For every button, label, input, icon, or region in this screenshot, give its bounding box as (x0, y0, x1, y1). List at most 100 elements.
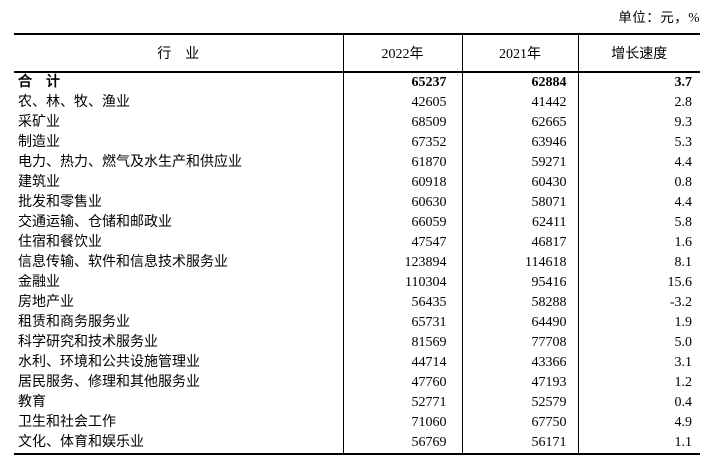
growth-rate-cell: 3.1 (577, 353, 700, 373)
industry-cell: 居民服务、修理和其他服务业 (18, 375, 200, 390)
industry-cell: 电力、热力、燃气及水生产和供应业 (18, 155, 242, 170)
unit-note: 单位：元，% (618, 10, 700, 25)
value-2022-cell: 67352 (342, 133, 462, 153)
table-row: 金融业 110304 95416 15.6 (14, 273, 700, 293)
value-2022-cell: 68509 (342, 113, 462, 133)
table-row: 居民服务、修理和其他服务业 47760 47193 1.2 (14, 373, 700, 393)
value-2022-cell: 56769 (342, 433, 462, 454)
industry-cell: 采矿业 (18, 115, 60, 130)
value-2022-cell: 52771 (342, 393, 462, 413)
table-row: 建筑业 60918 60430 0.8 (14, 173, 700, 193)
industry-cell: 金融业 (18, 275, 60, 290)
table-row: 科学研究和技术服务业 81569 77708 5.0 (14, 333, 700, 353)
header-growth-rate: 增长速度 (577, 34, 700, 73)
industry-cell: 制造业 (18, 135, 60, 150)
value-2022-cell: 81569 (342, 333, 462, 353)
table-header: 行 业 2022年 2021年 增长速度 (14, 34, 700, 73)
industry-cell: 住宿和餐饮业 (18, 235, 102, 250)
table-row: 住宿和餐饮业 47547 46817 1.6 (14, 233, 700, 253)
industry-cell: 水利、环境和公共设施管理业 (18, 355, 200, 370)
value-2022-cell: 65237 (342, 72, 462, 93)
value-2022-cell: 44714 (342, 353, 462, 373)
growth-rate-cell: 5.3 (577, 133, 700, 153)
value-2022-cell: 42605 (342, 93, 462, 113)
value-2021-cell: 52579 (461, 393, 578, 413)
value-2022-cell: 47760 (342, 373, 462, 393)
table-row: 水利、环境和公共设施管理业 44714 43366 3.1 (14, 353, 700, 373)
table-row: 租赁和商务服务业 65731 64490 1.9 (14, 313, 700, 333)
value-2021-cell: 43366 (461, 353, 578, 373)
value-2021-cell: 62665 (461, 113, 578, 133)
value-2021-cell: 58288 (461, 293, 578, 313)
table-row: 电力、热力、燃气及水生产和供应业 61870 59271 4.4 (14, 153, 700, 173)
growth-rate-cell: 9.3 (577, 113, 700, 133)
growth-rate-cell: 1.2 (577, 373, 700, 393)
industry-cell: 批发和零售业 (18, 195, 102, 210)
value-2022-cell: 60630 (342, 193, 462, 213)
growth-rate-cell: 15.6 (577, 273, 700, 293)
growth-rate-cell: 5.8 (577, 213, 700, 233)
growth-rate-cell: 1.9 (577, 313, 700, 333)
value-2021-cell: 59271 (461, 153, 578, 173)
value-2021-cell: 67750 (461, 413, 578, 433)
value-2022-cell: 56435 (342, 293, 462, 313)
growth-rate-cell: 3.7 (577, 72, 700, 93)
growth-rate-cell: 1.1 (577, 433, 700, 454)
growth-rate-cell: -3.2 (577, 293, 700, 313)
table-row: 交通运输、仓储和邮政业 66059 62411 5.8 (14, 213, 700, 233)
value-2022-cell: 65731 (342, 313, 462, 333)
value-2021-cell: 56171 (461, 433, 578, 454)
value-2021-cell: 46817 (461, 233, 578, 253)
header-year-2022: 2022年 (342, 34, 462, 73)
table-body: 合 计 65237 62884 3.7 农、林、牧、渔业 42605 41442 2.8 采矿业… (14, 72, 700, 454)
industry-cell: 信息传输、软件和信息技术服务业 (18, 255, 228, 270)
table-row: 卫生和社会工作 71060 67750 4.9 (14, 413, 700, 433)
value-2021-cell: 114618 (461, 253, 578, 273)
growth-rate-cell: 1.6 (577, 233, 700, 253)
value-2022-cell: 66059 (342, 213, 462, 233)
value-2021-cell: 77708 (461, 333, 578, 353)
industry-cell: 教育 (18, 395, 46, 410)
table-row: 文化、体育和娱乐业 56769 56171 1.1 (14, 433, 700, 454)
growth-rate-cell: 0.8 (577, 173, 700, 193)
growth-rate-cell: 2.8 (577, 93, 700, 113)
value-2022-cell: 71060 (342, 413, 462, 433)
growth-rate-cell: 5.0 (577, 333, 700, 353)
header-industry: 行 业 (14, 34, 343, 73)
table-row: 农、林、牧、渔业 42605 41442 2.8 (14, 93, 700, 113)
value-2022-cell: 123894 (342, 253, 462, 273)
industry-cell: 租赁和商务服务业 (18, 315, 130, 330)
industry-cell: 卫生和社会工作 (18, 415, 116, 430)
industry-cell: 科学研究和技术服务业 (18, 335, 158, 350)
total-row: 合 计 65237 62884 3.7 (14, 72, 700, 93)
industry-cell: 房地产业 (18, 295, 74, 310)
table-row: 房地产业 56435 58288 -3.2 (14, 293, 700, 313)
value-2021-cell: 60430 (461, 173, 578, 193)
value-2021-cell: 63946 (461, 133, 578, 153)
industry-cell: 交通运输、仓储和邮政业 (18, 215, 172, 230)
table-row: 批发和零售业 60630 58071 4.4 (14, 193, 700, 213)
growth-rate-cell: 4.9 (577, 413, 700, 433)
table-row: 信息传输、软件和信息技术服务业 123894 114618 8.1 (14, 253, 700, 273)
table-row: 采矿业 68509 62665 9.3 (14, 113, 700, 133)
value-2021-cell: 47193 (461, 373, 578, 393)
growth-rate-cell: 4.4 (577, 153, 700, 173)
growth-rate-cell: 8.1 (577, 253, 700, 273)
value-2022-cell: 60918 (342, 173, 462, 193)
value-2021-cell: 62411 (461, 213, 578, 233)
industry-cell: 农、林、牧、渔业 (18, 95, 130, 110)
value-2022-cell: 110304 (342, 273, 462, 293)
value-2021-cell: 41442 (461, 93, 578, 113)
growth-rate-cell: 4.4 (577, 193, 700, 213)
value-2022-cell: 47547 (342, 233, 462, 253)
value-2022-cell: 61870 (342, 153, 462, 173)
value-2021-cell: 58071 (461, 193, 578, 213)
value-2021-cell: 62884 (461, 72, 578, 93)
table-row: 制造业 67352 63946 5.3 (14, 133, 700, 153)
industry-cell: 合 计 (18, 75, 60, 90)
header-year-2021: 2021年 (461, 34, 578, 73)
header-row: 行 业 2022年 2021年 增长速度 (14, 34, 700, 73)
wage-table: 行 业 2022年 2021年 增长速度 合 计 65237 62884 3.7 农、林… (14, 33, 700, 455)
table-row: 教育 52771 52579 0.4 (14, 393, 700, 413)
